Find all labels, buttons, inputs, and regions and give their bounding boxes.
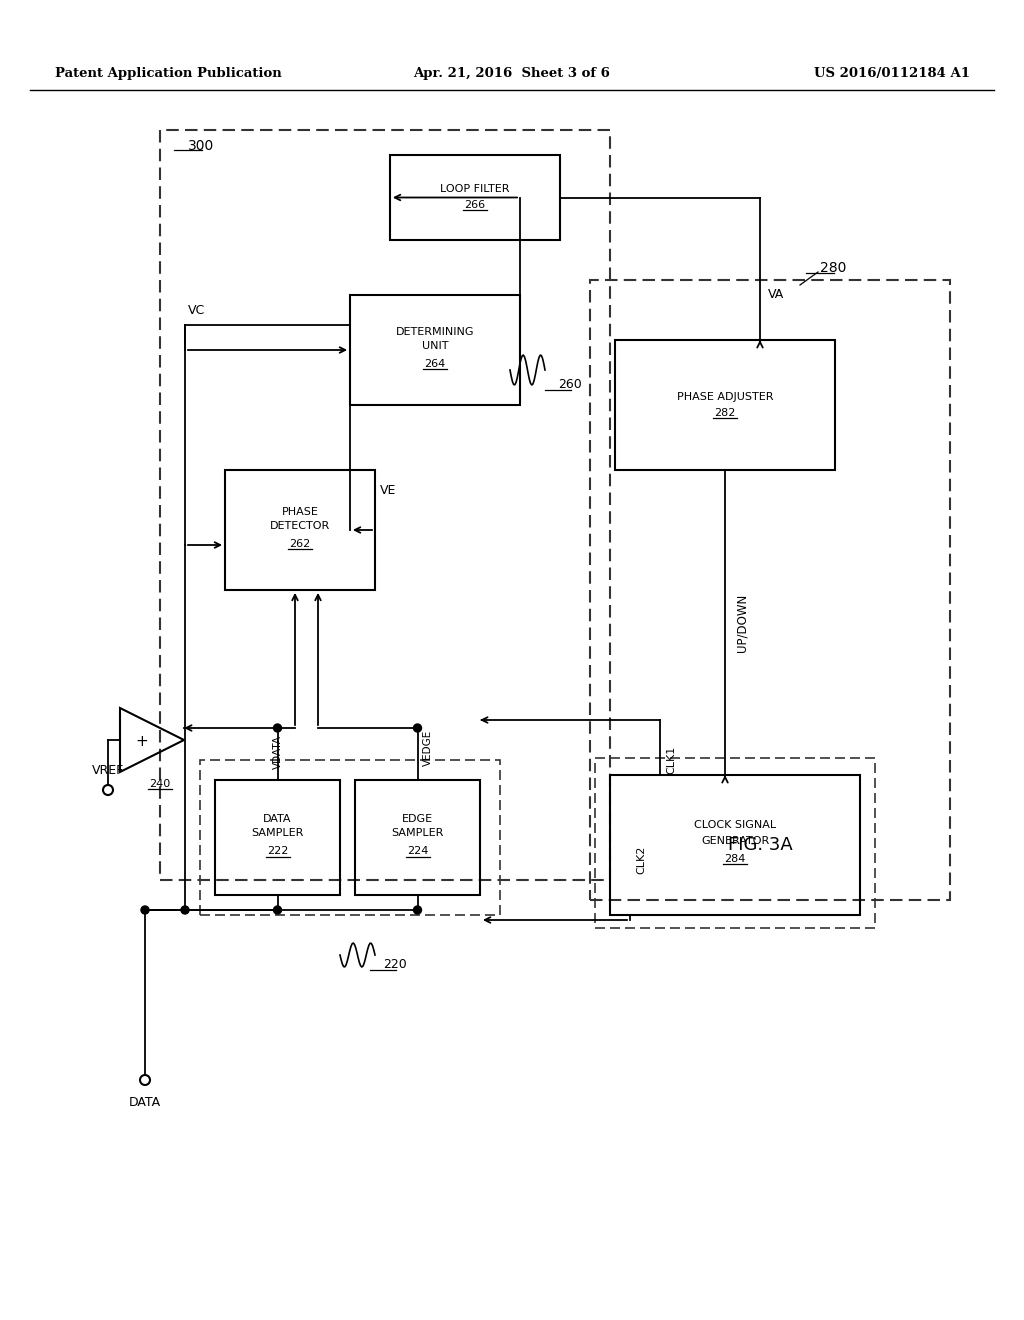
Text: +: + [135, 734, 148, 750]
Text: CLK1: CLK1 [666, 746, 676, 774]
Text: VE: VE [380, 483, 396, 496]
Circle shape [273, 906, 282, 913]
Text: 260: 260 [558, 379, 582, 392]
Text: US 2016/0112184 A1: US 2016/0112184 A1 [814, 66, 970, 79]
Bar [160, 129, 610, 880]
Bar [610, 775, 860, 915]
Text: PHASE ADJUSTER: PHASE ADJUSTER [677, 392, 773, 403]
Text: EDGE: EDGE [402, 814, 433, 825]
Bar [595, 758, 874, 928]
Text: CLK2: CLK2 [636, 846, 646, 874]
Text: Patent Application Publication: Patent Application Publication [55, 66, 282, 79]
Circle shape [414, 723, 422, 733]
Text: SAMPLER: SAMPLER [251, 829, 304, 838]
Text: 222: 222 [267, 846, 288, 857]
Text: SAMPLER: SAMPLER [391, 829, 443, 838]
Text: 266: 266 [465, 201, 485, 210]
Text: 282: 282 [715, 408, 735, 418]
Text: DETECTOR: DETECTOR [270, 521, 330, 531]
Text: 240: 240 [150, 779, 171, 789]
Bar [215, 780, 340, 895]
Text: VA: VA [768, 289, 784, 301]
Text: VEDGE: VEDGE [423, 730, 432, 766]
Bar [350, 294, 520, 405]
Text: 280: 280 [820, 261, 847, 275]
Text: CLOCK SIGNAL: CLOCK SIGNAL [694, 820, 776, 830]
Text: DATA: DATA [129, 1096, 161, 1109]
Circle shape [141, 906, 150, 913]
Text: VC: VC [188, 305, 205, 318]
Bar [390, 154, 560, 240]
Text: 262: 262 [290, 539, 310, 549]
Text: 284: 284 [724, 854, 745, 865]
Text: 220: 220 [383, 958, 407, 972]
Bar [590, 280, 950, 900]
Text: Apr. 21, 2016  Sheet 3 of 6: Apr. 21, 2016 Sheet 3 of 6 [414, 66, 610, 79]
Text: 224: 224 [407, 846, 428, 857]
Text: DATA: DATA [263, 814, 292, 825]
Circle shape [414, 906, 422, 913]
Circle shape [181, 906, 189, 913]
Text: UP/DOWN: UP/DOWN [735, 594, 748, 652]
Text: LOOP FILTER: LOOP FILTER [440, 185, 510, 194]
Text: PHASE: PHASE [282, 507, 318, 517]
Text: FIG. 3A: FIG. 3A [728, 836, 793, 854]
Bar [200, 760, 500, 915]
Text: VDATA: VDATA [272, 735, 283, 770]
Circle shape [273, 723, 282, 733]
Text: UNIT: UNIT [422, 341, 449, 351]
Text: VREF: VREF [92, 763, 124, 776]
Text: DETERMINING: DETERMINING [395, 327, 474, 337]
Bar [225, 470, 375, 590]
Text: 264: 264 [424, 359, 445, 370]
Bar [355, 780, 480, 895]
Text: GENERATOR: GENERATOR [700, 836, 769, 846]
Bar [615, 341, 835, 470]
Text: 300: 300 [188, 139, 214, 153]
